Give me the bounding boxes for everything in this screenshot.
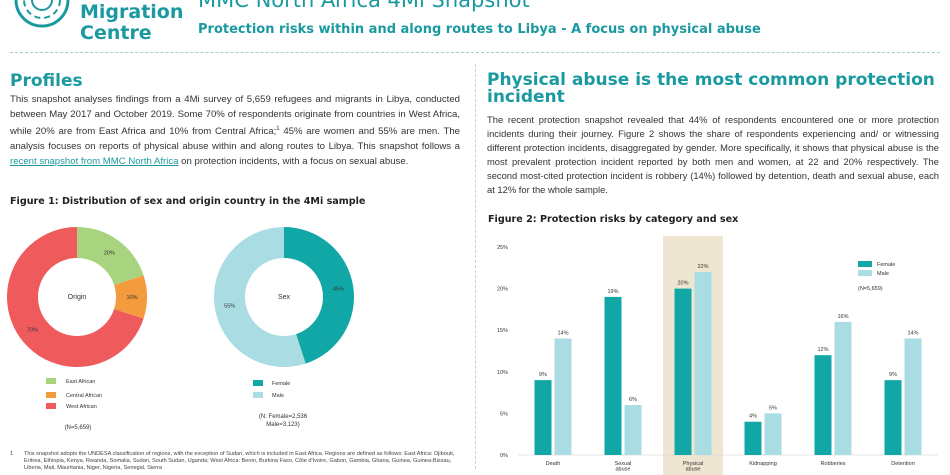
bar-male-1 [624, 405, 642, 455]
data-label: 12% [817, 347, 828, 353]
origin-slice-label-2: 70% [27, 327, 38, 333]
legend-swatch-female [253, 380, 263, 386]
physical-abuse-heading: Physical abuse is the most common protec… [487, 70, 935, 107]
origin-slice-label-1: 10% [126, 295, 137, 301]
y-tick-label: 25% [497, 245, 508, 251]
sex-center-label: Sex [278, 294, 291, 301]
column-divider [475, 64, 476, 469]
legend-label-male: Male [272, 393, 284, 399]
sex-sample-size-line2: Male=3,123) [266, 422, 300, 428]
legend-label-male: Male [877, 271, 889, 277]
origin-slice-0 [77, 227, 144, 285]
legend-swatch-female [858, 261, 872, 267]
figure2-title: Figure 2: Protection risks by category a… [488, 214, 739, 225]
page-title: MMC North Africa 4Mi Snapshot [198, 0, 530, 12]
bar-male-5 [904, 338, 922, 455]
origin-slice-1 [114, 275, 147, 319]
sex-slice-0 [284, 227, 355, 364]
sex-sample-size-line1: (N: Female=2,536 [259, 414, 308, 420]
origin-center-label: Origin [68, 294, 87, 301]
figure2-legend: Female Male (N=5,659) [858, 261, 895, 292]
legend-label-west: West African [66, 404, 97, 410]
data-label: 22% [697, 264, 708, 270]
physical-abuse-paragraph: The recent protection snapshot revealed … [487, 114, 939, 195]
data-label: 9% [539, 372, 547, 378]
sex-legend: Female Male (N: Female=2,536 Male=3,123) [253, 380, 308, 428]
x-tick-label: Physical [683, 461, 703, 467]
footnote-text: This snapshot adopts the UNDESA classifi… [10, 451, 465, 472]
bar-male-0 [554, 338, 572, 455]
legend-swatch-west [46, 403, 56, 409]
mmc-logo-icon [14, 0, 70, 28]
sex-donut-chart: 45% 55% [214, 227, 355, 367]
profiles-heading: Profiles [10, 71, 83, 91]
profiles-paragraph: This snapshot analyses findings from a 4… [10, 93, 460, 169]
logo-text-migration: Migration [80, 1, 184, 23]
y-tick-label: 10% [497, 370, 508, 376]
y-tick-label: 20% [497, 287, 508, 293]
bar-female-3 [744, 421, 762, 455]
bar-female-2 [674, 288, 692, 455]
origin-sample-size: (N=5,659) [65, 425, 92, 431]
profiles-text-part3: on protection incidents, with a focus on… [178, 155, 409, 167]
legend-swatch-male [858, 270, 872, 276]
profiles-text-part2: 45% are women and 55% are men. The analy… [10, 126, 460, 152]
bar-male-3 [764, 413, 782, 455]
bar-male-4 [834, 321, 852, 455]
legend-swatch-east [46, 378, 56, 384]
logo-text-centre: Centre [80, 22, 152, 44]
recent-snapshot-link[interactable]: recent snapshot from MMC North Africa [10, 155, 179, 167]
x-tick-label: Death [546, 461, 561, 467]
y-tick-label: 15% [497, 328, 508, 334]
footnote-ref[interactable]: 1 [276, 126, 280, 133]
legend-label-female: Female [272, 381, 290, 387]
data-label: 6% [629, 397, 637, 403]
data-label: 16% [837, 314, 848, 320]
bar-male-2 [694, 271, 712, 455]
data-label: 19% [607, 289, 618, 295]
figure1-title: Figure 1: Distribution of sex and origin… [10, 196, 366, 207]
figure1-donut-charts: 20% 10% 70% Origin 45% 55% Sex East African… [7, 227, 355, 431]
sex-slice-label-1: 55% [224, 304, 235, 310]
page-subtitle: Protection risks within and along routes… [198, 22, 761, 37]
origin-legend: East African Central African West Africa… [46, 378, 102, 431]
data-label: 14% [557, 331, 568, 337]
legend-label-central: Central African [66, 393, 102, 399]
legend-label-female: Female [877, 262, 895, 268]
legend-swatch-central [46, 392, 56, 398]
footnote-number: 1 [10, 451, 14, 457]
legend-label-east: East African [66, 379, 95, 385]
data-label: 5% [769, 405, 777, 411]
bar-female-0 [534, 380, 552, 455]
y-tick-label: 0% [500, 453, 508, 459]
data-label: 20% [677, 281, 688, 287]
x-tick-label: abuse [686, 467, 701, 473]
sex-slice-1 [214, 227, 306, 367]
highlight-band [663, 236, 723, 475]
figure2-sample-size: (N=5,659) [858, 286, 883, 292]
bar-female-4 [814, 355, 832, 455]
x-tick-label: Detention [891, 461, 915, 467]
data-label: 9% [889, 372, 897, 378]
data-label: 4% [749, 414, 757, 420]
data-label: 14% [907, 331, 918, 337]
bar-female-1 [604, 296, 622, 455]
legend-swatch-male [253, 392, 263, 398]
header-divider [10, 52, 940, 53]
x-tick-label: Robberies [820, 461, 845, 467]
x-tick-label: abuse [616, 467, 631, 473]
bar-female-5 [884, 380, 902, 455]
sex-slice-label-0: 45% [333, 286, 344, 292]
origin-slice-2 [7, 227, 144, 367]
profiles-text-part1: This snapshot analyses findings from a 4… [10, 94, 460, 138]
origin-donut-chart: 20% 10% 70% [7, 227, 147, 367]
origin-slice-label-0: 20% [104, 251, 115, 257]
figure2-bar-chart: 0%5%10%15%20%25%9%14%Death19%6%Sexualabu… [497, 236, 938, 475]
footnote-body: This snapshot adopts the UNDESA classifi… [24, 451, 455, 471]
x-tick-label: Sexual [615, 461, 632, 467]
x-tick-label: Kidnapping [749, 461, 777, 467]
y-tick-label: 5% [500, 411, 508, 417]
